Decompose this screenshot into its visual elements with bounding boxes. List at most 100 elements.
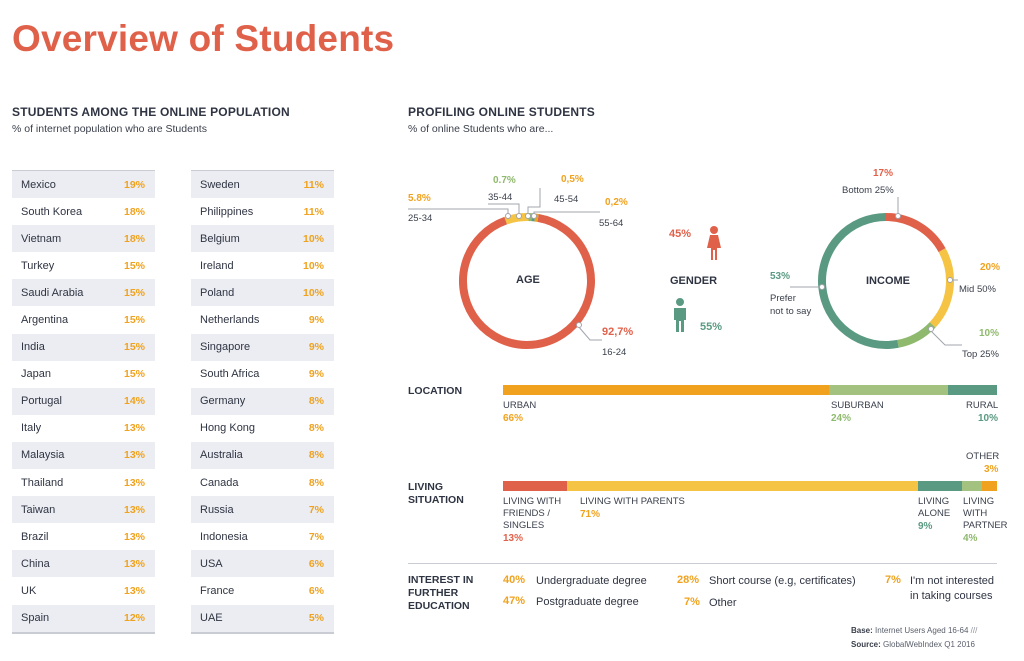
country-table-1: Mexico 19% South Korea 18% Vietnam 18% Turkey 1… bbox=[12, 170, 155, 634]
location-urban-value: 66% bbox=[503, 413, 524, 424]
country-name: South Africa bbox=[200, 368, 260, 381]
interest-other-label: Other bbox=[709, 597, 737, 609]
country-name: Sweden bbox=[200, 178, 240, 191]
table-row: Sweden 11% bbox=[191, 171, 334, 199]
female-icon bbox=[707, 226, 721, 260]
country-name: Singapore bbox=[200, 341, 251, 354]
table-row: Italy 13% bbox=[12, 415, 155, 442]
country-name: Poland bbox=[200, 286, 235, 299]
table-row: Poland 10% bbox=[191, 279, 334, 307]
country-value: 13% bbox=[123, 476, 145, 489]
age-chart-title: AGE bbox=[516, 274, 540, 286]
country-name: UAE bbox=[200, 612, 223, 625]
country-value: 9% bbox=[308, 368, 324, 381]
living-friends-value: 13% bbox=[503, 533, 524, 544]
footer-base: Base: Internet Users Aged 16-64 /// bbox=[851, 626, 977, 635]
country-name: China bbox=[21, 557, 50, 570]
footer-source-text: GlobalWebIndex Q1 2016 bbox=[883, 640, 975, 649]
students-section-heading: STUDENTS AMONG THE ONLINE POPULATION bbox=[12, 105, 290, 119]
table-row: South Africa 9% bbox=[191, 361, 334, 388]
living-partner-label-1: LIVING bbox=[963, 496, 995, 507]
country-value: 14% bbox=[123, 395, 145, 408]
country-value: 13% bbox=[123, 584, 145, 597]
divider bbox=[408, 563, 997, 564]
location-rural-label: RURAL bbox=[966, 400, 999, 411]
interest-not-value: 7% bbox=[885, 574, 901, 586]
leader-dot-9 bbox=[819, 284, 825, 290]
bar-segment-living-with-parents bbox=[567, 481, 918, 491]
footer-source: Source: GlobalWebIndex Q1 2016 bbox=[851, 640, 975, 649]
location-urban-label: URBAN bbox=[503, 400, 537, 411]
country-value: 13% bbox=[123, 422, 145, 435]
table-row: Argentina 15% bbox=[12, 306, 155, 333]
living-partner-label-2: WITH bbox=[963, 508, 988, 519]
leader-dot-5 bbox=[576, 322, 582, 328]
bar-segment-urban bbox=[503, 385, 830, 395]
income-bottom-label: Bottom 25% bbox=[842, 185, 894, 196]
footer-slash-mark: /// bbox=[970, 626, 978, 635]
table-row: Turkey 15% bbox=[12, 252, 155, 279]
leader-dot-3 bbox=[525, 213, 531, 219]
country-name: Hong Kong bbox=[200, 422, 256, 435]
students-section-subheading: % of internet population who are Student… bbox=[12, 123, 207, 135]
interest-not-label-1: I'm not interested bbox=[910, 575, 995, 587]
table-row: Saudi Arabia 15% bbox=[12, 279, 155, 307]
country-name: Indonesia bbox=[200, 530, 248, 543]
income-top-label: Top 25% bbox=[962, 349, 999, 360]
country-value: 5% bbox=[308, 612, 324, 625]
country-name: USA bbox=[200, 557, 223, 570]
country-value: 19% bbox=[123, 178, 145, 191]
country-value: 7% bbox=[308, 530, 324, 543]
table-row: Mexico 19% bbox=[12, 171, 155, 199]
living-alone-label-2: ALONE bbox=[918, 508, 951, 519]
country-name: Ireland bbox=[200, 259, 234, 272]
country-name: Russia bbox=[200, 503, 234, 516]
income-bottom-value: 17% bbox=[873, 168, 894, 179]
age-35-44-value: 0.7% bbox=[493, 175, 516, 186]
table-row: USA 6% bbox=[191, 550, 334, 578]
country-value: 6% bbox=[308, 557, 324, 570]
profiling-section-subheading: % of online Students who are... bbox=[408, 123, 554, 135]
country-name: Canada bbox=[200, 476, 239, 489]
country-value: 8% bbox=[308, 449, 324, 462]
table-row: Belgium 10% bbox=[191, 225, 334, 253]
bar-segment-living-with-partner bbox=[962, 481, 983, 491]
country-name: Germany bbox=[200, 395, 246, 408]
country-name: Turkey bbox=[21, 259, 55, 272]
interest-short-label: Short course (e.g, certificates) bbox=[709, 575, 856, 587]
country-name: Vietnam bbox=[21, 232, 62, 245]
living-heading-line-2: SITUATION bbox=[408, 494, 464, 506]
interest-other-value: 7% bbox=[684, 596, 700, 608]
gender-female-value: 45% bbox=[669, 228, 692, 240]
age-25-34-value: 5.8% bbox=[408, 193, 431, 204]
bar-segment-living-with-friends-singles bbox=[503, 481, 568, 491]
country-value: 10% bbox=[302, 286, 324, 299]
interest-heading-line-3: EDUCATION bbox=[408, 600, 470, 612]
country-name: Italy bbox=[21, 422, 42, 435]
country-value: 6% bbox=[308, 584, 324, 597]
location-rural-value: 10% bbox=[978, 413, 999, 424]
living-friends-label-3: SINGLES bbox=[503, 520, 545, 531]
country-value: 18% bbox=[123, 205, 145, 218]
table-row: Germany 8% bbox=[191, 387, 334, 415]
gender-chart-title: GENDER bbox=[670, 275, 718, 287]
age-16-24-value: 92,7% bbox=[602, 326, 634, 338]
interest-postgrad-label: Postgraduate degree bbox=[536, 596, 639, 608]
table-row: Portugal 14% bbox=[12, 387, 155, 415]
age-45-54-value: 0,5% bbox=[561, 174, 584, 185]
country-name: Japan bbox=[21, 368, 51, 381]
country-value: 12% bbox=[123, 612, 145, 625]
age-25-34-label: 25-34 bbox=[408, 213, 433, 224]
interest-postgrad-value: 47% bbox=[503, 595, 526, 607]
location-suburban-label: SUBURBAN bbox=[831, 400, 884, 411]
country-name: France bbox=[200, 584, 235, 597]
leader-dot-8 bbox=[928, 326, 934, 332]
bar-segment-other bbox=[982, 481, 997, 491]
country-value: 13% bbox=[123, 503, 145, 516]
country-value: 13% bbox=[123, 530, 145, 543]
age-16-24-label: 16-24 bbox=[602, 347, 627, 358]
living-partner-value: 4% bbox=[963, 533, 978, 544]
country-value: 10% bbox=[302, 259, 324, 272]
income-mid-label: Mid 50% bbox=[959, 284, 996, 295]
table-row: UK 13% bbox=[12, 577, 155, 604]
